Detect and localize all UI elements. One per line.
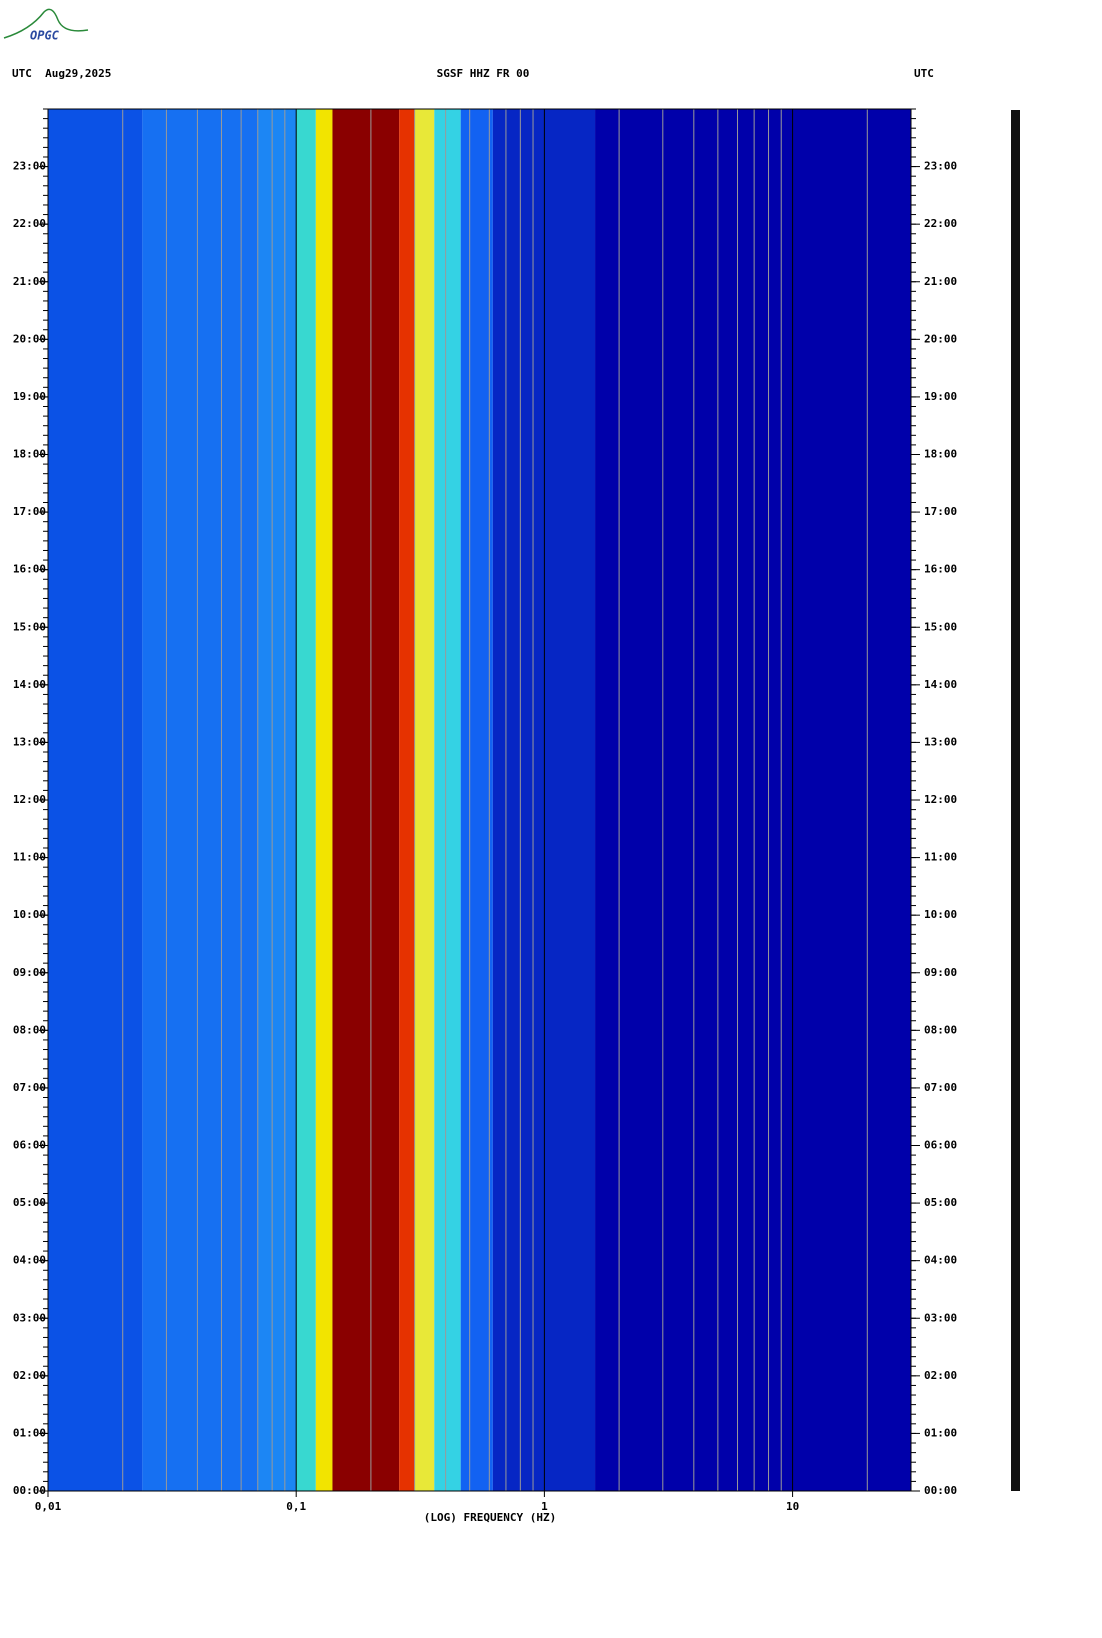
y-tick-label: 16:00 [924,563,957,576]
y-tick-label: 02:00 [924,1369,957,1382]
spectral-band [142,109,258,1491]
y-tick-label: 00:00 [13,1484,46,1497]
y-tick-label: 14:00 [13,678,46,691]
y-tick-label: 23:00 [13,160,46,173]
y-tick-label: 17:00 [924,505,957,518]
y-tick-label: 04:00 [13,1254,46,1267]
y-tick-label: 01:00 [924,1426,957,1439]
y-tick-label: 10:00 [13,908,46,921]
y-tick-label: 12:00 [13,793,46,806]
y-tick-label: 13:00 [924,735,957,748]
x-tick-label: 1 [541,1500,548,1513]
spectral-band [460,109,493,1491]
x-axis-title: (LOG) FREQUENCY (HZ) [424,1511,556,1524]
x-tick-label: 0,1 [286,1500,306,1513]
y-tick-label: 20:00 [924,332,957,345]
y-tick-label: 01:00 [13,1426,46,1439]
y-tick-label: 07:00 [924,1081,957,1094]
y-tick-label: 05:00 [13,1196,46,1209]
logo-curve [3,8,89,39]
y-tick-label: 09:00 [13,966,46,979]
spectral-band [399,109,415,1491]
y-tick-label: 09:00 [924,966,957,979]
spectral-band [257,109,297,1491]
y-tick-label: 07:00 [13,1081,46,1094]
y-tick-label: 18:00 [13,448,46,461]
y-tick-label: 22:00 [924,217,957,230]
spectral-band [595,109,911,1491]
y-tick-label: 20:00 [13,332,46,345]
y-tick-label: 18:00 [924,448,957,461]
right-label: UTC [914,67,934,80]
spectral-band [315,109,333,1491]
y-tick-label: 12:00 [924,793,957,806]
y-tick-label: 06:00 [13,1139,46,1152]
y-tick-label: 22:00 [13,217,46,230]
y-tick-label: 19:00 [13,390,46,403]
logo-text: OPGC [30,29,60,43]
y-tick-label: 08:00 [924,1023,957,1036]
y-tick-label: 16:00 [13,563,46,576]
spectral-band [48,109,143,1491]
y-tick-label: 14:00 [924,678,957,691]
plot-area: 0,01 0,1 1 10 00:00 00:00 01:00 01:00 02:00 02:00… [13,108,957,1513]
logo: OPGC [3,8,89,43]
seismogram-trace [1011,110,1020,1491]
y-tick-label: 15:00 [13,620,46,633]
y-tick-label: 04:00 [924,1254,957,1267]
y-tick-label: 21:00 [924,275,957,288]
y-tick-label: 11:00 [924,851,957,864]
date-label: UTC Aug29,2025 [12,67,111,80]
spectral-band [332,109,400,1491]
x-tick-label: 10 [786,1500,799,1513]
spectral-band [296,109,316,1491]
y-tick-label: 10:00 [924,908,957,921]
y-tick-label: 00:00 [924,1484,957,1497]
y-tick-label: 13:00 [13,735,46,748]
y-tick-label: 19:00 [924,390,957,403]
y-tick-label: 03:00 [13,1311,46,1324]
spectral-band [414,109,435,1491]
chart-title: SGSF HHZ FR 00 [437,67,530,80]
y-tick-label: 21:00 [13,275,46,288]
y-tick-label: 06:00 [924,1139,957,1152]
y-tick-label: 08:00 [13,1023,46,1036]
spectral-band [434,109,461,1491]
y-tick-label: 15:00 [924,620,957,633]
y-tick-label: 02:00 [13,1369,46,1382]
y-tick-label: 11:00 [13,851,46,864]
y-tick-label: 05:00 [924,1196,957,1209]
y-tick-label: 23:00 [924,160,957,173]
y-tick-label: 03:00 [924,1311,957,1324]
y-tick-label: 17:00 [13,505,46,518]
x-tick-label: 0,01 [35,1500,62,1513]
